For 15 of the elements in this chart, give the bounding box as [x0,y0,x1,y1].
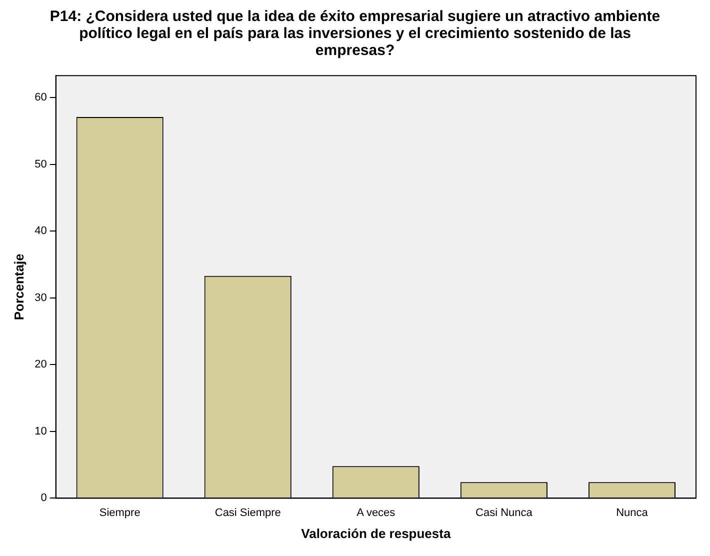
x-axis-title: Valoración de respuesta [301,526,452,541]
y-tick-label: 0 [40,492,47,504]
y-tick-label: 60 [34,92,47,104]
x-tick-label: Siempre [99,506,140,519]
x-tick-label: Casi Siempre [214,506,281,519]
y-tick-label: 50 [34,158,47,170]
y-tick-label: 40 [34,225,47,238]
y-tick-label: 20 [34,358,47,371]
x-tick-label: A veces [356,506,396,519]
x-tick-label: Nunca [616,506,649,519]
y-axis-title: Porcentaje [11,254,26,320]
y-tick-label: 30 [34,292,47,304]
y-tick-label: 10 [34,425,47,438]
x-tick-label: Casi Nunca [476,506,534,519]
chart-title: P14: ¿Considera usted que la idea de éxito empresarial sugiere un atractivo ambiente político legal en el país para las inversiones y el crecimiento sostenido de las empresas? [48,8,662,61]
